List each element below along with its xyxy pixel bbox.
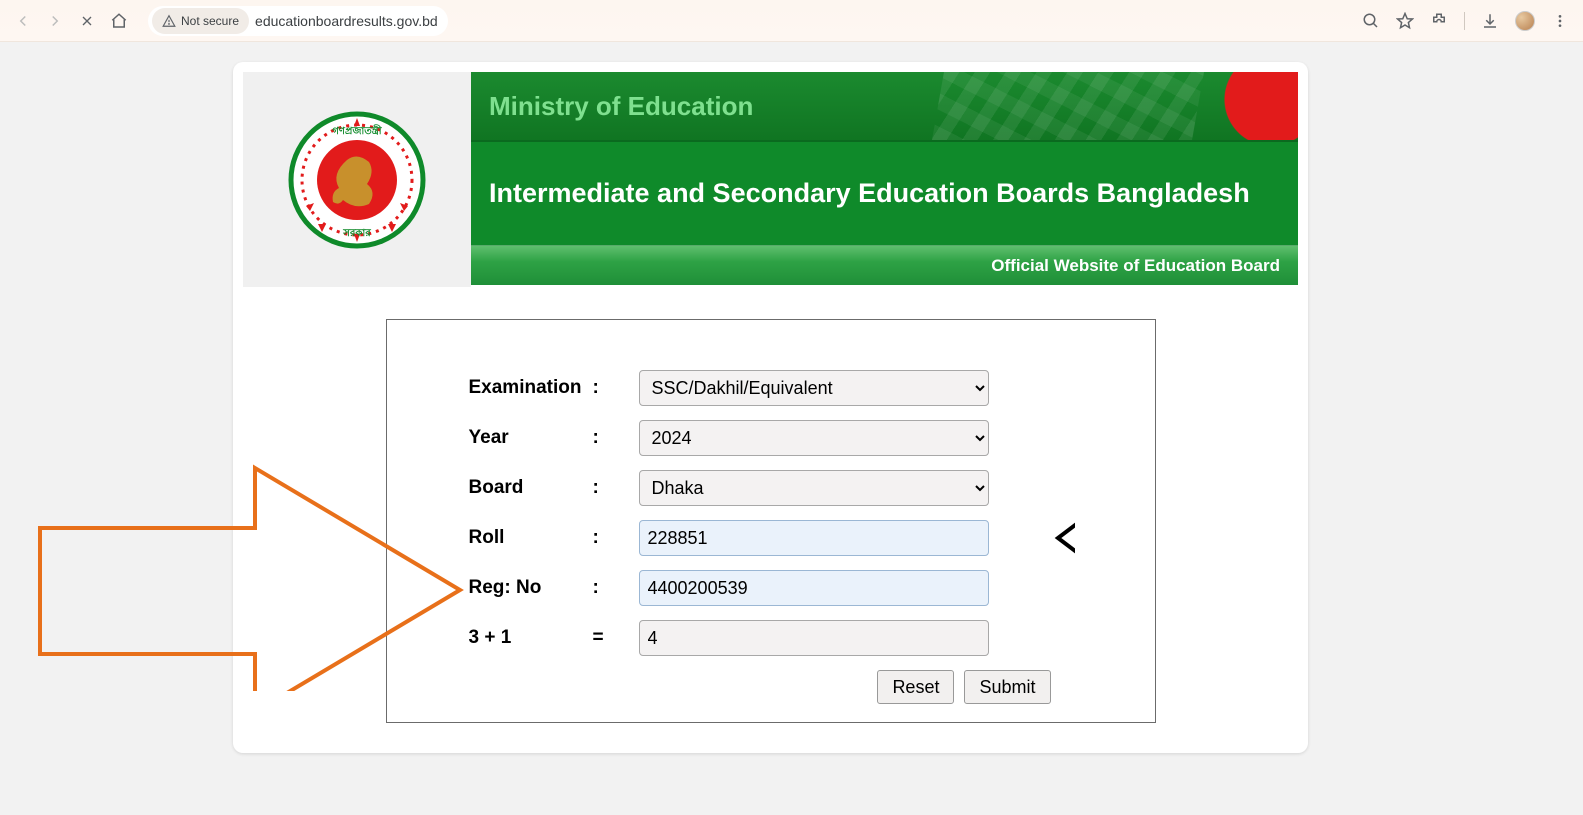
- toolbar-divider: [1464, 12, 1465, 30]
- site-title: Intermediate and Secondary Education Boa…: [489, 177, 1250, 211]
- govt-logo: গণপ্রজাতন্ত্রী সরকার: [287, 110, 427, 250]
- banner: Ministry of Education Intermediate and S…: [471, 72, 1298, 287]
- label-regno: Reg: No: [417, 577, 593, 599]
- regno-input[interactable]: [639, 570, 989, 606]
- banner-mid: Intermediate and Secondary Education Boa…: [471, 140, 1298, 245]
- profile-avatar[interactable]: [1515, 11, 1535, 31]
- captcha-input[interactable]: [639, 620, 989, 656]
- forward-button[interactable]: [46, 12, 64, 30]
- strip-text: Official Website of Education Board: [991, 256, 1280, 276]
- reset-button[interactable]: Reset: [877, 670, 954, 704]
- zoom-icon[interactable]: [1362, 12, 1380, 30]
- extensions-icon[interactable]: [1430, 12, 1448, 30]
- roll-input[interactable]: [639, 520, 989, 556]
- year-select[interactable]: 2024: [639, 420, 989, 456]
- address-bar[interactable]: Not secure educationboardresults.gov.bd: [148, 6, 448, 36]
- board-select[interactable]: Dhaka: [639, 470, 989, 506]
- browser-toolbar: Not secure educationboardresults.gov.bd: [0, 0, 1583, 42]
- equals: =: [593, 627, 639, 649]
- search-form: Examination : SSC/Dakhil/Equivalent Year…: [386, 319, 1156, 723]
- ministry-title: Ministry of Education: [489, 91, 753, 122]
- back-button[interactable]: [14, 12, 32, 30]
- menu-icon[interactable]: [1551, 12, 1569, 30]
- security-chip[interactable]: Not secure: [152, 8, 249, 34]
- colon: :: [593, 377, 639, 399]
- colon: :: [593, 477, 639, 499]
- examination-select[interactable]: SSC/Dakhil/Equivalent: [639, 370, 989, 406]
- bookmark-star-icon[interactable]: [1396, 12, 1414, 30]
- home-button[interactable]: [110, 12, 128, 30]
- colon: :: [593, 577, 639, 599]
- colon: :: [593, 527, 639, 549]
- url-text: educationboardresults.gov.bd: [255, 13, 438, 29]
- svg-text:সরকার: সরকার: [342, 228, 371, 239]
- nav-buttons: [8, 12, 134, 30]
- download-icon[interactable]: [1481, 12, 1499, 30]
- banner-strip: Official Website of Education Board: [471, 245, 1298, 285]
- label-captcha: 3 + 1: [417, 627, 593, 649]
- toolbar-right: [1362, 11, 1575, 31]
- logo-cell: গণপ্রজাতন্ত্রী সরকার: [243, 72, 471, 287]
- label-board: Board: [417, 477, 593, 499]
- banner-top: Ministry of Education: [471, 72, 1298, 140]
- site-header: গণপ্রজাতন্ত্রী সরকার Ministry of Educati…: [243, 72, 1298, 287]
- stop-button[interactable]: [78, 12, 96, 30]
- submit-button[interactable]: Submit: [964, 670, 1050, 704]
- security-label: Not secure: [181, 14, 239, 28]
- colon: :: [593, 427, 639, 449]
- main-card: গণপ্রজাতন্ত্রী সরকার Ministry of Educati…: [233, 62, 1308, 753]
- label-year: Year: [417, 427, 593, 449]
- warning-icon: [162, 14, 176, 28]
- page-viewport: গণপ্রজাতন্ত্রী সরকার Ministry of Educati…: [0, 42, 1583, 815]
- svg-text:গণপ্রজাতন্ত্রী: গণপ্রজাতন্ত্রী: [332, 123, 382, 137]
- flag-icon: [1166, 72, 1298, 140]
- label-roll: Roll: [417, 527, 593, 549]
- label-examination: Examination: [417, 377, 593, 399]
